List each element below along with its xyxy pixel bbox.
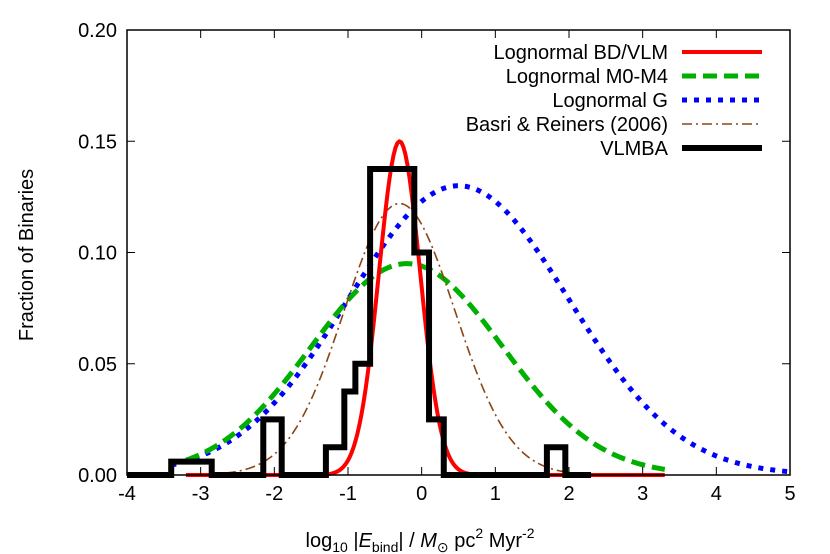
x-tick-label: 5 <box>784 483 795 505</box>
y-tick-label: 0.20 <box>78 20 117 42</box>
y-axis: 0.00 0.05 0.10 0.15 0.20 <box>78 20 790 487</box>
series-line-lognormal-bd-vlm <box>185 139 665 477</box>
x-axis: -4 -3 -2 -1 0 1 2 3 4 5 <box>118 30 796 505</box>
plot-frame <box>126 29 791 476</box>
y-tick-label: 0.10 <box>78 243 117 265</box>
x-axis-label: log10 |Ebind| / M⊙ pc2 Myr-2 <box>306 525 535 554</box>
x-tick-label: 4 <box>711 483 722 505</box>
x-tick-label: 0 <box>416 483 427 505</box>
x-tick-label: -1 <box>339 483 357 505</box>
x-tick-label: 1 <box>490 483 501 505</box>
y-axis-label: Fraction of Binaries <box>16 169 38 341</box>
legend-label: Lognormal M0-M4 <box>506 66 668 88</box>
legend-label: VLMBA <box>600 138 668 160</box>
legend-label: Lognormal G <box>552 90 668 112</box>
y-tick-label: 0.05 <box>78 354 117 376</box>
x-tick-label: -4 <box>118 483 136 505</box>
series-line-lognormal-g <box>170 183 791 475</box>
legend-label: Lognormal BD/VLM <box>493 42 668 64</box>
y-tick-label: 0.15 <box>78 131 117 153</box>
x-tick-label: -2 <box>265 483 283 505</box>
x-tick-label: -3 <box>192 483 210 505</box>
legend-label: Basri & Reiners (2006) <box>466 114 668 136</box>
x-tick-label: 2 <box>563 483 574 505</box>
y-tick-label: 0.00 <box>78 465 117 487</box>
series-line-lognormal-m0-m4 <box>185 261 666 472</box>
x-tick-label: 3 <box>637 483 648 505</box>
